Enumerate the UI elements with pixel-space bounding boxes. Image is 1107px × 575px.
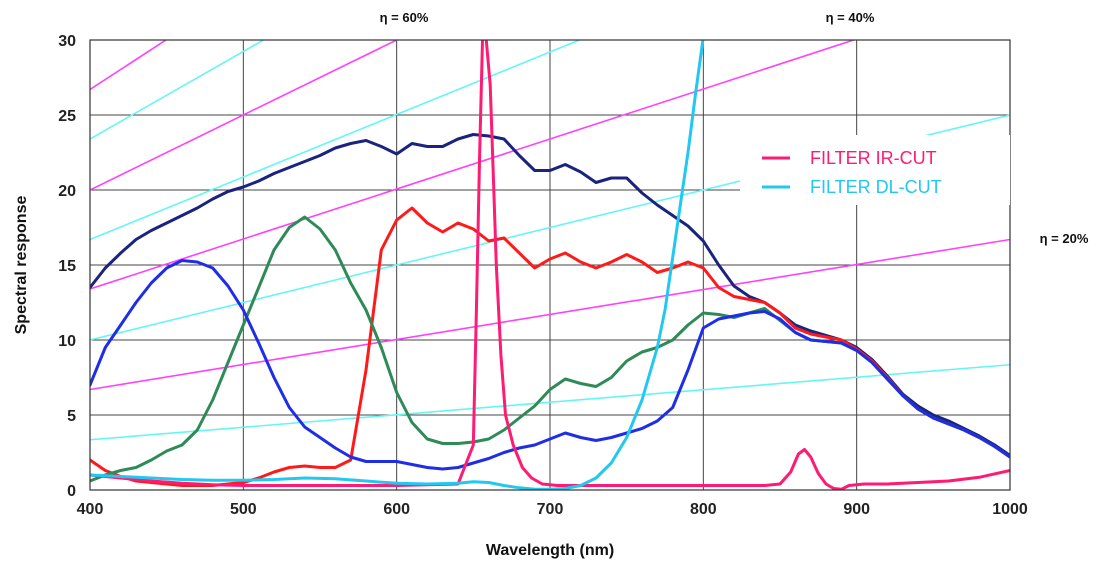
y-tick-label-20: 20	[58, 183, 76, 200]
efficiency-label-40: η = 40%	[826, 10, 875, 25]
x-tick-label-800: 800	[690, 501, 717, 518]
y-tick-label-10: 10	[58, 333, 76, 350]
efficiency-lines	[90, 40, 1010, 441]
x-tick-label-700: 700	[537, 501, 564, 518]
y-tick-label-0: 0	[67, 483, 76, 500]
data-series	[90, 40, 1010, 490]
x-axis-ticks: 400 500 600 700 800 900 1000	[77, 501, 1028, 518]
legend: FILTER IR-CUT FILTER DL-CUT	[740, 135, 1010, 205]
efficiency-label-60: η = 60%	[380, 10, 429, 25]
y-axis-title: Spectral response	[13, 196, 30, 335]
y-tick-label-15: 15	[58, 258, 76, 275]
series-line-dl_cut	[90, 40, 705, 490]
efficiency-line-7	[90, 363, 1010, 441]
series-line-blue	[90, 259, 1010, 471]
efficiency-line-3	[90, 238, 1010, 391]
y-axis-ticks: 0 5 10 15 20 25 30	[58, 33, 76, 500]
plot-area	[89, 39, 1011, 491]
efficiency-line-5	[90, 40, 582, 241]
efficiency-line-4	[90, 40, 266, 140]
plot-frame	[89, 39, 1011, 491]
legend-label-ir-cut: FILTER IR-CUT	[810, 148, 937, 168]
y-tick-label-5: 5	[67, 408, 76, 425]
legend-label-dl-cut: FILTER DL-CUT	[810, 177, 942, 197]
efficiency-line-2	[90, 40, 857, 290]
x-tick-label-400: 400	[77, 501, 104, 518]
series-line-ir_cut	[90, 40, 1010, 490]
y-tick-label-30: 30	[58, 33, 76, 50]
x-axis-title: Wavelength (nm)	[486, 542, 614, 559]
x-tick-label-600: 600	[383, 501, 410, 518]
y-tick-label-25: 25	[58, 108, 76, 125]
x-tick-label-900: 900	[843, 501, 870, 518]
legend-background	[740, 135, 1010, 205]
efficiency-line-1	[90, 40, 399, 191]
x-tick-label-500: 500	[230, 501, 257, 518]
efficiency-label-20: η = 20%	[1040, 231, 1089, 246]
x-tick-label-1000: 1000	[992, 501, 1028, 518]
